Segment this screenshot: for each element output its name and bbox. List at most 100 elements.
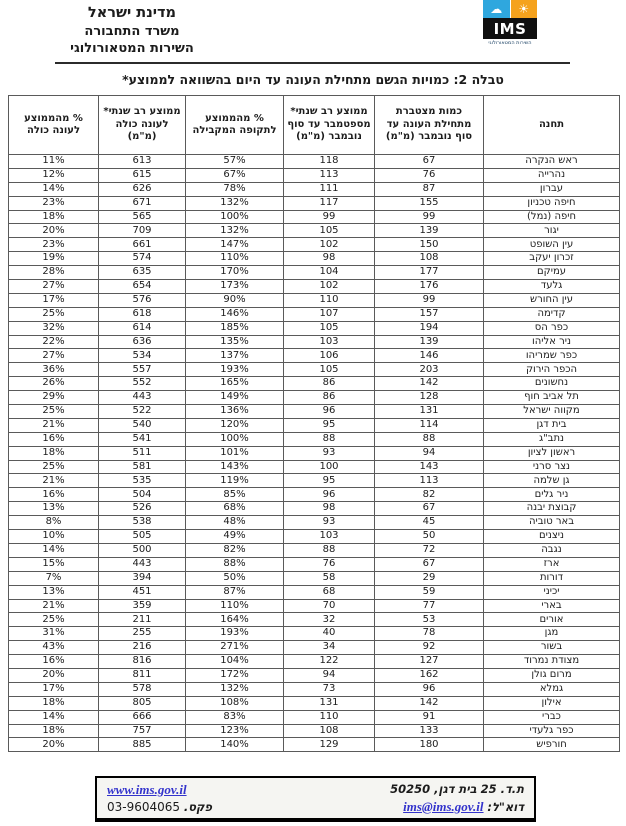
table-row: עברון 87 111 78% 626 14% — [8, 181, 620, 197]
value-cell: 105 — [283, 362, 375, 378]
value-cell: 87% — [185, 584, 284, 600]
station-name-cell: נהרייה — [483, 167, 620, 183]
value-cell: 103 — [283, 529, 375, 544]
value-cell: 12% — [8, 167, 99, 183]
value-cell: 17% — [8, 681, 99, 697]
station-name-cell: עין השופט — [483, 237, 620, 253]
value-cell: 107 — [283, 306, 375, 322]
value-cell: 27% — [8, 279, 99, 294]
value-cell: 29% — [8, 390, 99, 406]
value-cell: 538 — [98, 515, 186, 531]
value-cell: 113 — [374, 473, 484, 489]
station-name-cell: מקווה ישראל — [483, 404, 620, 419]
station-name-cell: כפר הס — [483, 320, 620, 336]
value-cell: 25% — [8, 459, 99, 475]
value-cell: 146 — [374, 348, 484, 364]
value-cell: 443 — [98, 556, 186, 572]
value-cell: 20% — [8, 667, 99, 683]
website-line: www.ims.gov.il — [107, 782, 187, 798]
value-cell: 137% — [185, 348, 284, 364]
value-cell: 127 — [374, 654, 484, 669]
station-name-cell: חורפיש — [483, 737, 620, 753]
column-header: ממוצע רב שנתי* לעונה כולה (מ"מ) — [98, 95, 186, 155]
value-cell: 101% — [185, 445, 284, 461]
value-cell: 129 — [283, 737, 375, 753]
station-name-cell: גמלא — [483, 681, 620, 697]
contact-box: ת.ד. 25 בית דגן, 50250 דוא"ל: ims@ims.go… — [95, 776, 536, 822]
value-cell: 94 — [283, 667, 375, 683]
value-cell: 117 — [283, 195, 375, 211]
value-cell: 816 — [98, 654, 186, 669]
table-row: נהרייה 76 113 67% 615 12% — [8, 167, 620, 183]
value-cell: 111 — [283, 181, 375, 197]
station-name-cell: מצודת נמרוד — [483, 654, 620, 669]
value-cell: 86 — [283, 390, 375, 406]
value-cell: 98 — [283, 501, 375, 517]
logo-squares: ☁ ☀ — [483, 0, 537, 18]
value-cell: 96 — [283, 487, 375, 503]
station-name-cell: עמיקם — [483, 265, 620, 281]
value-cell: 142 — [374, 376, 484, 392]
station-name-cell: תל אביב חוף — [483, 390, 620, 406]
station-name-cell: הכפר הירוק — [483, 362, 620, 378]
value-cell: 14% — [8, 181, 99, 197]
value-cell: 67 — [374, 556, 484, 572]
value-cell: 172% — [185, 667, 284, 683]
value-cell: 203 — [374, 362, 484, 378]
value-cell: 92 — [374, 640, 484, 656]
value-cell: 193% — [185, 362, 284, 378]
value-cell: 271% — [185, 640, 284, 656]
value-cell: 26% — [8, 376, 99, 392]
value-cell: 91 — [374, 709, 484, 725]
value-cell: 552 — [98, 376, 186, 392]
ims-logo-caption: השירות המטאורולוגי — [488, 40, 532, 46]
value-cell: 43% — [8, 640, 99, 656]
value-cell: 95 — [283, 473, 375, 489]
value-cell: 128 — [374, 390, 484, 406]
value-cell: 143% — [185, 459, 284, 475]
website-link[interactable]: www.ims.gov.il — [107, 781, 187, 797]
value-cell: 443 — [98, 390, 186, 406]
station-name-cell: עברון — [483, 181, 620, 197]
value-cell: 95 — [283, 417, 375, 433]
value-cell: 505 — [98, 529, 186, 544]
value-cell: 150 — [374, 237, 484, 253]
value-cell: 70 — [283, 598, 375, 614]
value-cell: 96 — [283, 404, 375, 419]
value-cell: 615 — [98, 167, 186, 183]
fax-label: פקס. — [183, 800, 213, 815]
table-row: דורות 29 58 50% 394 7% — [8, 570, 620, 586]
value-cell: 82 — [374, 487, 484, 503]
table-row: ניצנים 50 103 49% 505 10% — [8, 529, 620, 544]
value-cell: 805 — [98, 695, 186, 711]
value-cell: 72 — [374, 542, 484, 558]
table-row: קדימה 157 107 146% 618 25% — [8, 306, 620, 322]
table-row: גמלא 96 73 132% 578 17% — [8, 681, 620, 697]
station-name-cell: כפר גלעדי — [483, 723, 620, 739]
value-cell: 522 — [98, 404, 186, 419]
value-cell: 147% — [185, 237, 284, 253]
column-header: % מהממוצע לעונה כולה — [8, 95, 99, 155]
value-cell: 90% — [185, 292, 284, 308]
table-row: נגבה 72 88 82% 500 14% — [8, 542, 620, 558]
value-cell: 88 — [283, 542, 375, 558]
value-cell: 59 — [374, 584, 484, 600]
value-cell: 18% — [8, 723, 99, 739]
value-cell: 32% — [8, 320, 99, 336]
value-cell: 578 — [98, 681, 186, 697]
email-line: דוא"ל: ims@ims.gov.il — [326, 798, 524, 815]
value-cell: 110 — [283, 709, 375, 725]
cloud-icon: ☁ — [483, 0, 510, 18]
value-cell: 45 — [374, 515, 484, 531]
value-cell: 135% — [185, 334, 284, 350]
value-cell: 635 — [98, 265, 186, 281]
value-cell: 25% — [8, 306, 99, 322]
value-cell: 96 — [374, 681, 484, 697]
station-name-cell: מגן — [483, 626, 620, 642]
email-link[interactable]: ims@ims.gov.il — [403, 798, 484, 814]
value-cell: 68 — [283, 584, 375, 600]
value-cell: 176 — [374, 279, 484, 294]
value-cell: 511 — [98, 445, 186, 461]
value-cell: 526 — [98, 501, 186, 517]
